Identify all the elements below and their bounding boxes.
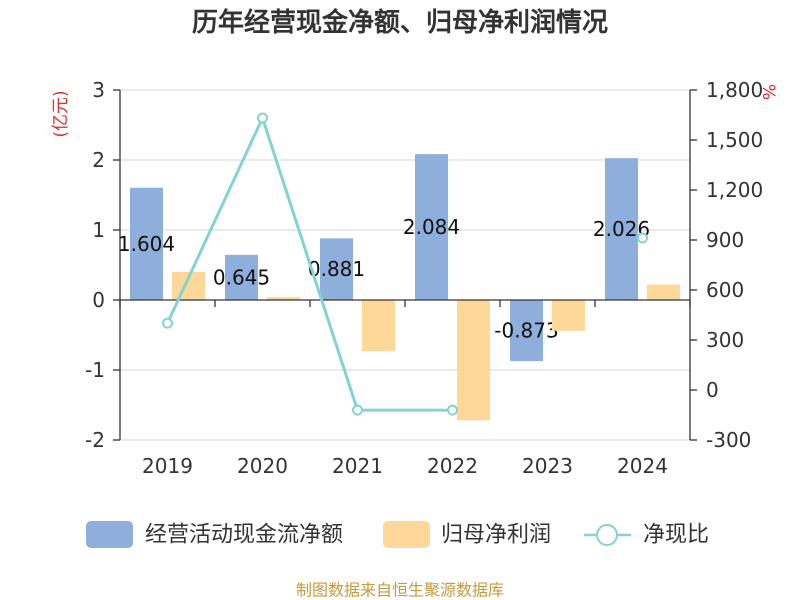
operating-cash-flow-data-label: 2.084 — [403, 215, 460, 239]
cash-ratio-point — [447, 404, 458, 416]
operating-cash-flow-bars — [130, 154, 638, 362]
x-ticks: 2019 2020 2021 2022 2023 2024 — [119, 300, 691, 478]
y-left-tick-label: 1 — [92, 218, 105, 242]
y-left-tick-label: 0 — [92, 288, 105, 312]
y-left-tick-label: -2 — [85, 428, 105, 452]
cash-ratio-series — [162, 112, 648, 416]
y-right-tick-label: 900 — [706, 228, 744, 252]
line-series — [162, 112, 648, 416]
legend: 经营活动现金流净额 归母净利润 净现比 — [86, 521, 709, 548]
operating-cash-flow-data-label: 0.645 — [213, 265, 270, 289]
legend-item-operating-cash-flow: 经营活动现金流净额 — [86, 521, 343, 548]
legend-swatch-net-profit — [383, 521, 430, 548]
operating-cash-flow-bar — [320, 238, 353, 300]
y-right-tick-label: 1,800 — [706, 78, 763, 102]
cash-ratio-point — [162, 317, 173, 329]
operating-cash-flow-bar — [225, 254, 258, 300]
operating-cash-flow-data-label: -0.873 — [494, 319, 558, 343]
legend-label-cash-ratio: 净现比 — [643, 523, 709, 548]
y-left-ticks: 3 2 1 0 -1 -2 — [85, 78, 120, 452]
x-tick-label: 2022 — [427, 454, 478, 478]
net-profit-bar — [457, 300, 490, 421]
legend-item-net-profit: 归母净利润 — [383, 521, 551, 548]
legend-swatch-cash-ratio-marker — [596, 524, 618, 546]
y-left-tick-label: -1 — [85, 358, 105, 382]
y-right-axis-title: % — [758, 84, 778, 100]
axes: 3 2 1 0 -1 -2 1,800 1,500 1,200 900 600 300 0 -300 201… — [85, 78, 763, 478]
operating-cash-flow-bar — [605, 158, 638, 300]
operating-cash-flow-bar — [510, 300, 543, 362]
y-right-tick-label: 300 — [706, 328, 744, 352]
net-profit-bar — [647, 284, 680, 300]
y-left-axis-title: (亿元) — [51, 90, 71, 137]
legend-label-operating-cash-flow: 经营活动现金流净额 — [145, 523, 343, 548]
chart-title: 历年经营现金净额、归母净利润情况 — [192, 7, 608, 38]
x-tick-label: 2019 — [142, 454, 193, 478]
operating-cash-flow-data-label: 0.881 — [308, 257, 365, 281]
x-tick-label: 2020 — [237, 454, 288, 478]
y-right-tick-label: -300 — [706, 428, 751, 452]
y-right-tick-label: 1,500 — [706, 128, 763, 152]
y-right-tick-label: 0 — [706, 378, 719, 402]
operating-cash-flow-bar — [415, 154, 448, 300]
y-right-tick-label: 600 — [706, 278, 744, 302]
y-left-tick-label: 3 — [92, 78, 105, 102]
cash-ratio-point — [352, 404, 363, 416]
operating-cash-flow-bar — [130, 187, 163, 300]
net-profit-bar — [552, 300, 585, 331]
net-profit-bar — [267, 297, 300, 300]
cash-ratio-point — [257, 112, 268, 124]
net-profit-bar — [362, 300, 395, 352]
legend-label-net-profit: 归母净利润 — [441, 523, 551, 548]
cash-ratio-point — [637, 232, 648, 244]
legend-item-cash-ratio: 净现比 — [584, 523, 709, 548]
x-tick-label: 2023 — [522, 454, 573, 478]
source-note: 制图数据来自恒生聚源数据库 — [296, 581, 504, 600]
legend-swatch-operating-cash-flow — [86, 521, 133, 548]
net-profit-bars — [172, 272, 680, 421]
operating-cash-flow-data-label: 1.604 — [118, 232, 175, 256]
x-tick-label: 2021 — [332, 454, 383, 478]
y-right-tick-label: 1,200 — [706, 178, 763, 202]
y-right-ticks: 1,800 1,500 1,200 900 600 300 0 -300 — [690, 78, 763, 452]
cash-ratio-line-segment — [166, 116, 453, 412]
x-tick-label: 2024 — [617, 454, 668, 478]
y-left-tick-label: 2 — [92, 148, 105, 172]
